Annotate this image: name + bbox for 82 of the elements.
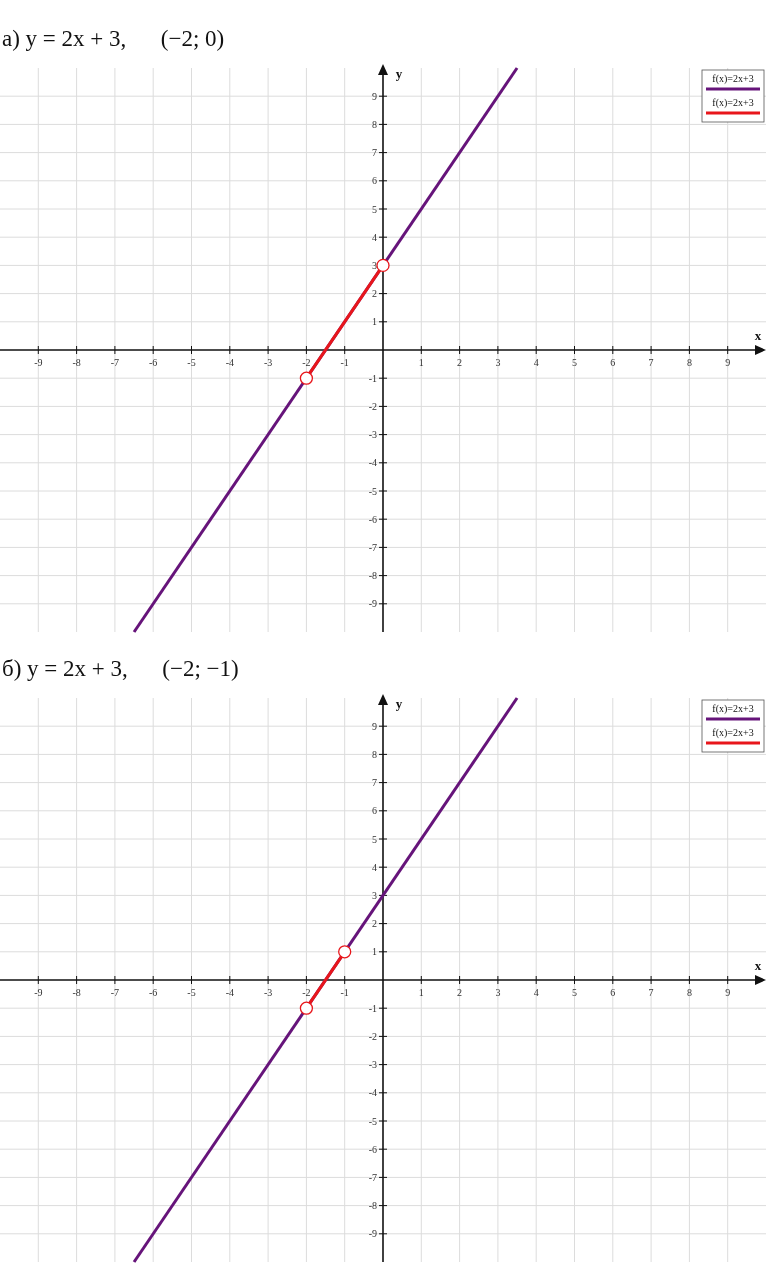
y-tick-label: -3: [368, 429, 377, 441]
y-tick-label: 6: [372, 175, 377, 187]
x-axis-title: x: [754, 328, 762, 343]
y-tick-label: 9: [372, 90, 377, 102]
x-tick-label: -9: [34, 987, 43, 998]
x-tick-label: -4: [225, 357, 234, 368]
y-tick-label: -5: [368, 1115, 377, 1127]
x-tick-label: -6: [149, 357, 158, 368]
x-tick-label: -1: [340, 987, 349, 998]
x-tick-label: 3: [495, 987, 501, 998]
y-tick-label: 2: [372, 288, 377, 300]
text: f(x)=2x+3: [712, 73, 754, 85]
x-axis-title: x: [754, 958, 762, 973]
x-tick-label: -4: [225, 987, 234, 998]
y-tick-label: -6: [368, 513, 377, 525]
y-tick-label: 1: [372, 316, 377, 328]
x-tick-label: -2: [302, 357, 311, 368]
x-tick-label: -3: [263, 987, 273, 998]
x-tick-label: 2: [457, 357, 463, 368]
x-tick-label: 2: [457, 987, 463, 998]
y-tick-label: -6: [368, 1143, 377, 1155]
y-tick-label: 5: [372, 203, 377, 215]
x-tick-label: -9: [34, 357, 43, 368]
x-tick-label: -5: [187, 987, 196, 998]
y-tick-label: 3: [372, 259, 377, 271]
y-tick-label: 7: [372, 777, 377, 789]
x-tick-label: -5: [187, 357, 196, 368]
y-tick-label: 2: [372, 918, 377, 930]
y-tick-label: 9: [372, 720, 377, 732]
y-tick-label: -7: [368, 541, 377, 553]
y-axis-title: y: [395, 696, 403, 711]
y-tick-label: -3: [368, 1059, 377, 1071]
y-tick-label: 1: [372, 946, 377, 958]
text: f(x)=2x+3: [712, 727, 754, 739]
x-tick-label: 5: [572, 987, 577, 998]
chart-title: а) y = 2x + 3, (−2; 0): [2, 26, 225, 51]
x-tick-label: -8: [72, 987, 81, 998]
x-tick-label: 6: [610, 987, 616, 998]
x-tick-label: 7: [648, 987, 654, 998]
text: f(x)=2x+3: [712, 97, 754, 109]
chart-title: б) y = 2x + 3, (−2; −1): [2, 656, 239, 681]
y-tick-label: -9: [368, 1228, 377, 1240]
y-tick-label: -1: [368, 1002, 377, 1014]
x-tick-label: 5: [572, 357, 577, 368]
x-tick-label: 1: [418, 987, 424, 998]
x-tick-label: 4: [533, 357, 539, 368]
y-tick-label: -2: [368, 1030, 377, 1042]
x-tick-label: 4: [533, 987, 539, 998]
y-tick-label: -5: [368, 485, 377, 497]
x-tick-label: 6: [610, 357, 616, 368]
x-tick-label: 1: [418, 357, 424, 368]
x-tick-label: 9: [725, 357, 731, 368]
x-tick-label: -6: [149, 987, 158, 998]
y-tick-label: -1: [368, 372, 377, 384]
y-tick-label: -4: [368, 457, 377, 469]
y-tick-label: 4: [372, 231, 377, 243]
x-tick-label: -7: [110, 987, 120, 998]
y-tick-label: -7: [368, 1171, 377, 1183]
text: f(x)=2x+3: [712, 703, 754, 715]
x-tick-label: 7: [648, 357, 654, 368]
y-tick-label: -9: [368, 598, 377, 610]
y-tick-label: -8: [368, 570, 377, 582]
x-tick-label: 9: [725, 987, 731, 998]
y-tick-label: 8: [372, 118, 377, 130]
y-tick-label: -2: [368, 400, 377, 412]
y-tick-label: 5: [372, 833, 377, 845]
y-tick-label: 3: [372, 889, 377, 901]
y-tick-label: -8: [368, 1200, 377, 1212]
y-tick-label: 8: [372, 748, 377, 760]
y-axis-title: y: [395, 66, 403, 81]
x-tick-label: 8: [686, 357, 692, 368]
y-tick-label: -4: [368, 1087, 377, 1099]
x-tick-label: -1: [340, 357, 349, 368]
x-tick-label: -7: [110, 357, 120, 368]
x-tick-label: -8: [72, 357, 81, 368]
x-tick-label: -2: [302, 987, 311, 998]
y-tick-label: 4: [372, 861, 377, 873]
x-tick-label: -3: [263, 357, 273, 368]
x-tick-label: 3: [495, 357, 501, 368]
y-tick-label: 7: [372, 147, 377, 159]
y-tick-label: 6: [372, 805, 377, 817]
x-tick-label: 8: [686, 987, 692, 998]
